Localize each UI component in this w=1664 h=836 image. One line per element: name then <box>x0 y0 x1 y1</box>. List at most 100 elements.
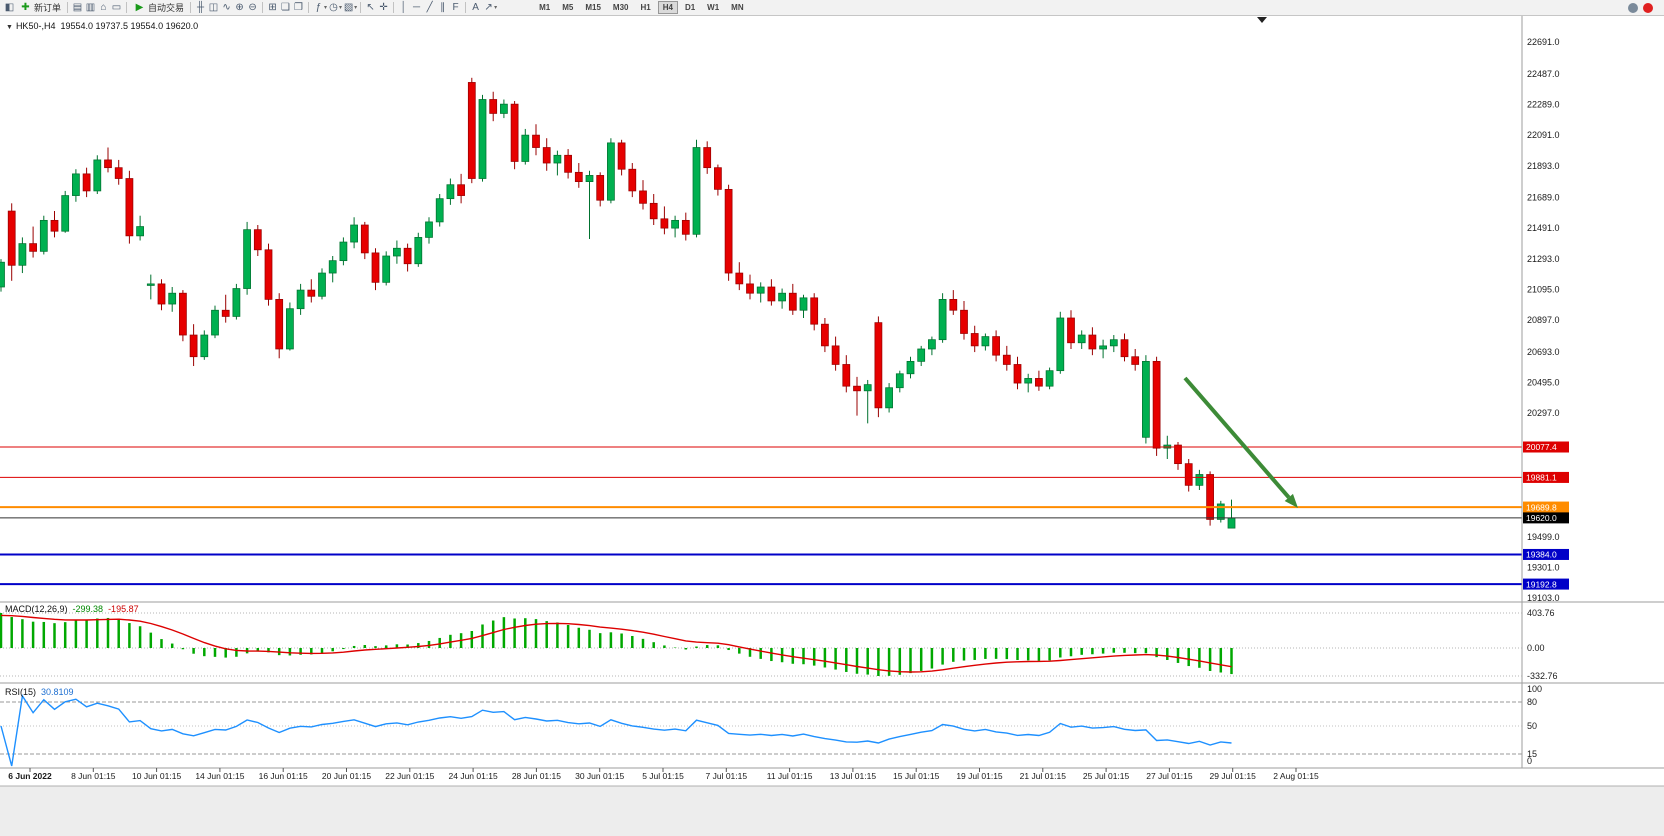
tile-windows-icon[interactable]: ❏ <box>281 2 291 13</box>
cursor-icon[interactable]: ↖ <box>366 2 375 13</box>
candle[interactable] <box>874 316 883 418</box>
fibonacci-icon[interactable]: F <box>452 2 459 13</box>
candle[interactable] <box>146 274 155 300</box>
timeframe-mn[interactable]: MN <box>731 3 744 12</box>
candlestick-chart-icon[interactable]: ◫ <box>208 2 219 13</box>
candle[interactable] <box>1216 500 1225 523</box>
candle[interactable] <box>724 184 733 281</box>
candle[interactable] <box>617 139 626 176</box>
candle[interactable] <box>18 237 27 274</box>
candle[interactable] <box>649 194 658 226</box>
market-watch-icon[interactable]: ▤ <box>72 2 83 13</box>
candle[interactable] <box>842 355 851 393</box>
terminal-icon[interactable]: ▭ <box>111 2 122 13</box>
candle[interactable] <box>211 305 219 339</box>
candle[interactable] <box>82 167 91 198</box>
candle[interactable] <box>692 139 701 238</box>
candle[interactable] <box>928 336 936 356</box>
candle[interactable] <box>72 169 80 202</box>
candle[interactable] <box>29 226 37 258</box>
candle[interactable] <box>992 330 1000 362</box>
candle[interactable] <box>767 279 776 306</box>
timeframe-m30[interactable]: M30 <box>612 3 629 12</box>
candle[interactable] <box>831 336 840 371</box>
candle[interactable] <box>660 206 669 235</box>
candle[interactable] <box>1013 356 1022 390</box>
navigator-icon[interactable]: ⌂ <box>100 2 107 13</box>
candle[interactable] <box>328 256 337 283</box>
candle[interactable] <box>50 211 59 238</box>
line-chart-icon[interactable]: ∿ <box>222 2 231 13</box>
candle[interactable] <box>168 286 177 312</box>
candle[interactable] <box>863 379 872 424</box>
candle[interactable] <box>703 141 712 174</box>
timeframe-h1[interactable]: H1 <box>640 3 651 12</box>
candle[interactable] <box>1131 348 1140 371</box>
candle[interactable] <box>189 324 198 367</box>
candle[interactable] <box>788 283 797 315</box>
candle[interactable] <box>596 172 605 207</box>
candle[interactable] <box>136 215 144 241</box>
candle[interactable] <box>264 243 273 306</box>
new-chart-icon[interactable]: ⊞ <box>268 2 277 13</box>
candle[interactable] <box>500 99 508 119</box>
bar-chart-icon[interactable]: ╫ <box>196 2 205 13</box>
indicators-icon-caret[interactable]: ▾ <box>324 5 328 11</box>
candle[interactable] <box>799 294 808 318</box>
candle[interactable] <box>542 138 551 171</box>
new-order-button[interactable]: ✚ 新订单 <box>16 1 64 15</box>
candle[interactable] <box>1195 469 1204 490</box>
candle[interactable] <box>425 217 433 244</box>
candle[interactable] <box>307 279 316 303</box>
candle[interactable] <box>735 262 744 291</box>
candle[interactable] <box>393 240 401 264</box>
candle[interactable] <box>960 300 968 340</box>
candle[interactable] <box>1120 333 1129 362</box>
symbol-collapse-icon[interactable]: ▼ <box>6 24 13 31</box>
candle[interactable] <box>917 345 926 367</box>
candle[interactable] <box>61 190 70 233</box>
candle[interactable] <box>1109 335 1118 353</box>
candle[interactable] <box>1045 367 1054 390</box>
text-icon[interactable]: A <box>472 2 479 13</box>
candle[interactable] <box>446 178 455 205</box>
candle[interactable] <box>981 333 990 351</box>
candle[interactable] <box>885 383 893 413</box>
candle[interactable] <box>853 376 861 416</box>
candle[interactable] <box>1206 471 1214 526</box>
candle[interactable] <box>906 356 915 379</box>
channel-icon[interactable]: ∥ <box>440 2 446 13</box>
candle[interactable] <box>221 294 230 323</box>
candle[interactable] <box>403 243 412 272</box>
candle[interactable] <box>949 290 958 315</box>
candle[interactable] <box>382 251 391 286</box>
record-icon[interactable] <box>1643 2 1653 13</box>
candle[interactable] <box>435 194 444 227</box>
data-window-icon[interactable]: ▥ <box>85 2 96 13</box>
candle[interactable] <box>39 215 48 255</box>
autotrading-button[interactable]: ▶ 自动交易 <box>130 1 187 15</box>
candle[interactable] <box>821 317 829 353</box>
candle[interactable] <box>1067 310 1075 349</box>
candle[interactable] <box>286 302 294 351</box>
candle[interactable] <box>414 232 423 267</box>
search-icon[interactable] <box>1628 2 1638 13</box>
candle[interactable] <box>1142 355 1150 444</box>
horizontal-line-icon[interactable]: ─ <box>413 2 421 13</box>
candle[interactable] <box>232 283 241 320</box>
candle[interactable] <box>200 330 209 360</box>
candle[interactable] <box>179 290 187 342</box>
candle[interactable] <box>639 180 647 210</box>
candle[interactable] <box>970 325 979 353</box>
candle[interactable] <box>0 259 5 292</box>
timeframe-m1[interactable]: M1 <box>539 3 551 12</box>
candle[interactable] <box>607 138 615 204</box>
candle[interactable] <box>478 94 487 182</box>
candle[interactable] <box>1056 311 1065 374</box>
arrows-icon[interactable]: ↗ <box>484 2 493 13</box>
candle[interactable] <box>275 293 284 359</box>
candle[interactable] <box>318 268 326 300</box>
candle[interactable] <box>114 159 123 185</box>
timeframe-w1[interactable]: W1 <box>707 3 720 12</box>
